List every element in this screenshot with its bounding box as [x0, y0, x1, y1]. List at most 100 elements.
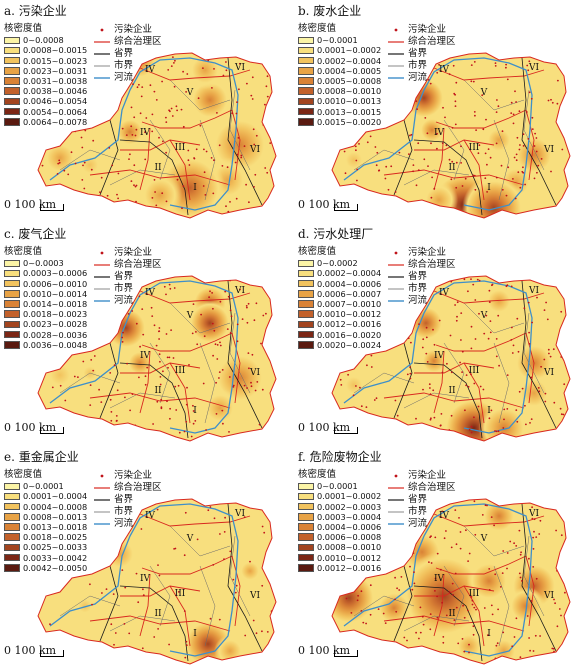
- legend-class-row: 0.0014~0.0018: [4, 299, 87, 309]
- enterprise-dot: [250, 381, 252, 384]
- symbol-legend-label: 河流: [408, 295, 428, 306]
- symbol-legend-row: 省界: [93, 494, 162, 506]
- region-label-iv: IV: [140, 574, 151, 584]
- enterprise-dot: [183, 430, 186, 433]
- enterprise-dot: [135, 128, 138, 131]
- legend-class-row: 0.0004~0.0008: [4, 502, 87, 512]
- riverline-symbol: [93, 519, 111, 529]
- legend-swatch: [4, 502, 20, 511]
- enterprise-dot: [503, 418, 505, 421]
- enterprise-dot: [155, 99, 158, 101]
- symbol-legend-label: 市界: [408, 506, 428, 517]
- enterprise-dot: [81, 179, 84, 181]
- enterprise-dot: [240, 156, 243, 159]
- legend-swatch: [298, 492, 314, 501]
- enterprise-dot: [430, 417, 432, 420]
- enterprise-dot: [209, 290, 211, 293]
- enterprise-dot: [394, 598, 396, 601]
- legend-swatch: [298, 502, 314, 511]
- enterprise-dot: [460, 162, 462, 164]
- enterprise-dot: [430, 142, 432, 145]
- riverline-symbol: [387, 73, 405, 83]
- enterprise-dot: [413, 582, 416, 585]
- enterprise-dot: [185, 403, 188, 406]
- legend-class-label: 0~0.0003: [23, 258, 64, 269]
- enterprise-dot: [219, 300, 222, 303]
- legend-swatch: [298, 107, 314, 116]
- region-label-iv: IV: [145, 288, 156, 298]
- region-label-vi: VI: [234, 63, 245, 73]
- enterprise-dot: [243, 145, 246, 148]
- enterprise-dot: [252, 619, 255, 622]
- symbol-legend-row: 河流: [93, 72, 162, 84]
- symbol-legend-label: 综合治理区: [114, 259, 162, 270]
- legend-class-row: 0.0013~0.0015: [298, 107, 381, 117]
- legend-class-row: 0.0006~0.0007: [298, 289, 381, 299]
- enterprise-dot: [544, 392, 547, 395]
- legend-class-row: 0.0015~0.0020: [298, 117, 381, 127]
- enterprise-dot: [230, 315, 233, 318]
- governance-zone-borders: [89, 290, 251, 424]
- symbol-legend-label: 综合治理区: [408, 259, 456, 270]
- enterprise-dot: [226, 166, 229, 169]
- enterprise-dot: [128, 632, 131, 635]
- enterprise-dot: [122, 331, 124, 334]
- enterprise-dot: [129, 409, 132, 412]
- enterprise-dot: [142, 588, 144, 591]
- enterprise-dot: [472, 174, 475, 177]
- enterprise-dot: [494, 573, 497, 576]
- enterprise-dot: [429, 613, 432, 615]
- density-legend: 核密度值 0~0.0002 0.0002~0.0004 0.0004~0.0006 0.…: [298, 246, 382, 350]
- region-label-ii: II: [154, 386, 162, 396]
- enterprise-dot: [481, 514, 484, 516]
- symbol-legend-row: 市界: [387, 283, 456, 295]
- provline-symbol: [93, 495, 111, 505]
- legend-swatch: [298, 118, 314, 126]
- symbol-legend-label: 河流: [114, 295, 134, 306]
- symbol-legend-label: 省界: [408, 494, 428, 505]
- legend-class-row: 0.0028~0.0036: [4, 330, 87, 340]
- enterprise-dot: [196, 538, 199, 541]
- enterprise-dot: [190, 435, 193, 438]
- enterprise-dot: [449, 334, 452, 337]
- enterprise-dot: [465, 529, 467, 532]
- enterprise-dot: [136, 86, 139, 89]
- enterprise-dot: [434, 590, 436, 592]
- legend-class-label: 0.0018~0.0023: [23, 309, 88, 320]
- enterprise-dot: [241, 318, 244, 320]
- symbol-legend-row: 市界: [387, 506, 456, 518]
- enterprise-dot: [537, 387, 540, 389]
- enterprise-dot: [427, 165, 429, 168]
- enterprise-dot: [174, 59, 176, 62]
- enterprise-dot: [537, 164, 540, 167]
- symbol-legend-label: 省界: [114, 48, 134, 59]
- enterprise-dot: [151, 197, 154, 199]
- enterprise-dot: [516, 420, 519, 423]
- symbol-legend-row: 污染企业: [387, 247, 456, 259]
- enterprise-dot: [169, 287, 172, 290]
- enterprise-dot: [226, 328, 229, 330]
- enterprise-dot: [224, 516, 227, 519]
- legend-class-label: 0.0012~0.0016: [317, 319, 382, 330]
- enterprise-dot: [531, 517, 534, 520]
- enterprise-dot: [533, 530, 535, 533]
- enterprise-dot: [131, 393, 134, 395]
- enterprise-dot: [490, 409, 493, 412]
- enterprise-dot: [58, 159, 61, 162]
- enterprise-dot: [109, 372, 112, 374]
- governance-zone-borders: [89, 67, 251, 201]
- enterprise-dot: [245, 305, 248, 307]
- enterprise-dot: [497, 608, 499, 611]
- enterprise-dot: [176, 178, 179, 181]
- enterprise-dot: [84, 129, 87, 132]
- enterprise-dot: [168, 283, 171, 286]
- symbol-legend-label: 省界: [114, 494, 134, 505]
- enterprise-dot: [197, 97, 200, 100]
- legend-class-row: 0.0013~0.0018: [4, 522, 87, 532]
- enterprise-dot: [422, 388, 424, 391]
- enterprise-dot: [460, 339, 462, 341]
- enterprise-dot: [487, 148, 490, 151]
- enterprise-dot: [556, 102, 559, 105]
- enterprise-dot: [473, 606, 476, 609]
